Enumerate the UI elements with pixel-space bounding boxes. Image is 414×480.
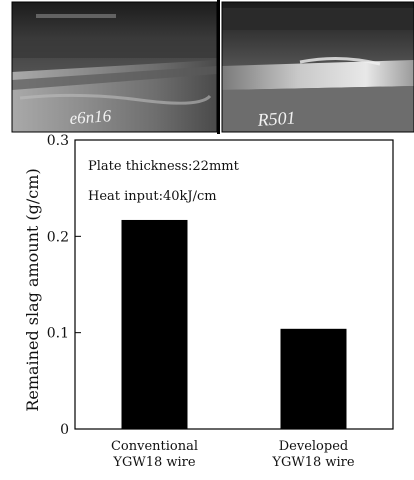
y-axis-ticks: 0 0.1 0.2 0.3 (47, 133, 81, 438)
bars (121, 219, 347, 429)
y-tick-label: 0 (60, 422, 69, 438)
annotation-plate-thickness: Plate thickness:22mmt (88, 159, 240, 174)
y-axis-label: Remained slag amount (g/cm) (23, 168, 42, 411)
x-category-label: YGW18 wire (112, 455, 196, 470)
photo-divider (217, 0, 220, 134)
x-category-label: Developed (279, 439, 348, 454)
y-tick-label: 0.3 (47, 133, 69, 149)
photo-developed-label: R501 (256, 107, 296, 130)
bar-1 (280, 328, 347, 429)
annotation-heat-input: Heat input:40kJ/cm (88, 189, 217, 204)
plot-area (74, 139, 394, 430)
x-category-label: YGW18 wire (271, 455, 355, 470)
y-tick-label: 0.1 (47, 326, 69, 342)
photo-developed-weld: R501 (221, 1, 414, 133)
photo-panel: e6n16 R501 (11, 0, 414, 134)
bar-0 (121, 219, 188, 429)
photo-conventional-weld: e6n16 (11, 1, 218, 133)
x-category-label: Conventional (111, 439, 198, 454)
bar-chart: Remained slag amount (g/cm) Plate thickn… (23, 133, 394, 470)
y-tick-label: 0.2 (47, 229, 69, 245)
photo-conventional-label: e6n16 (69, 106, 112, 128)
